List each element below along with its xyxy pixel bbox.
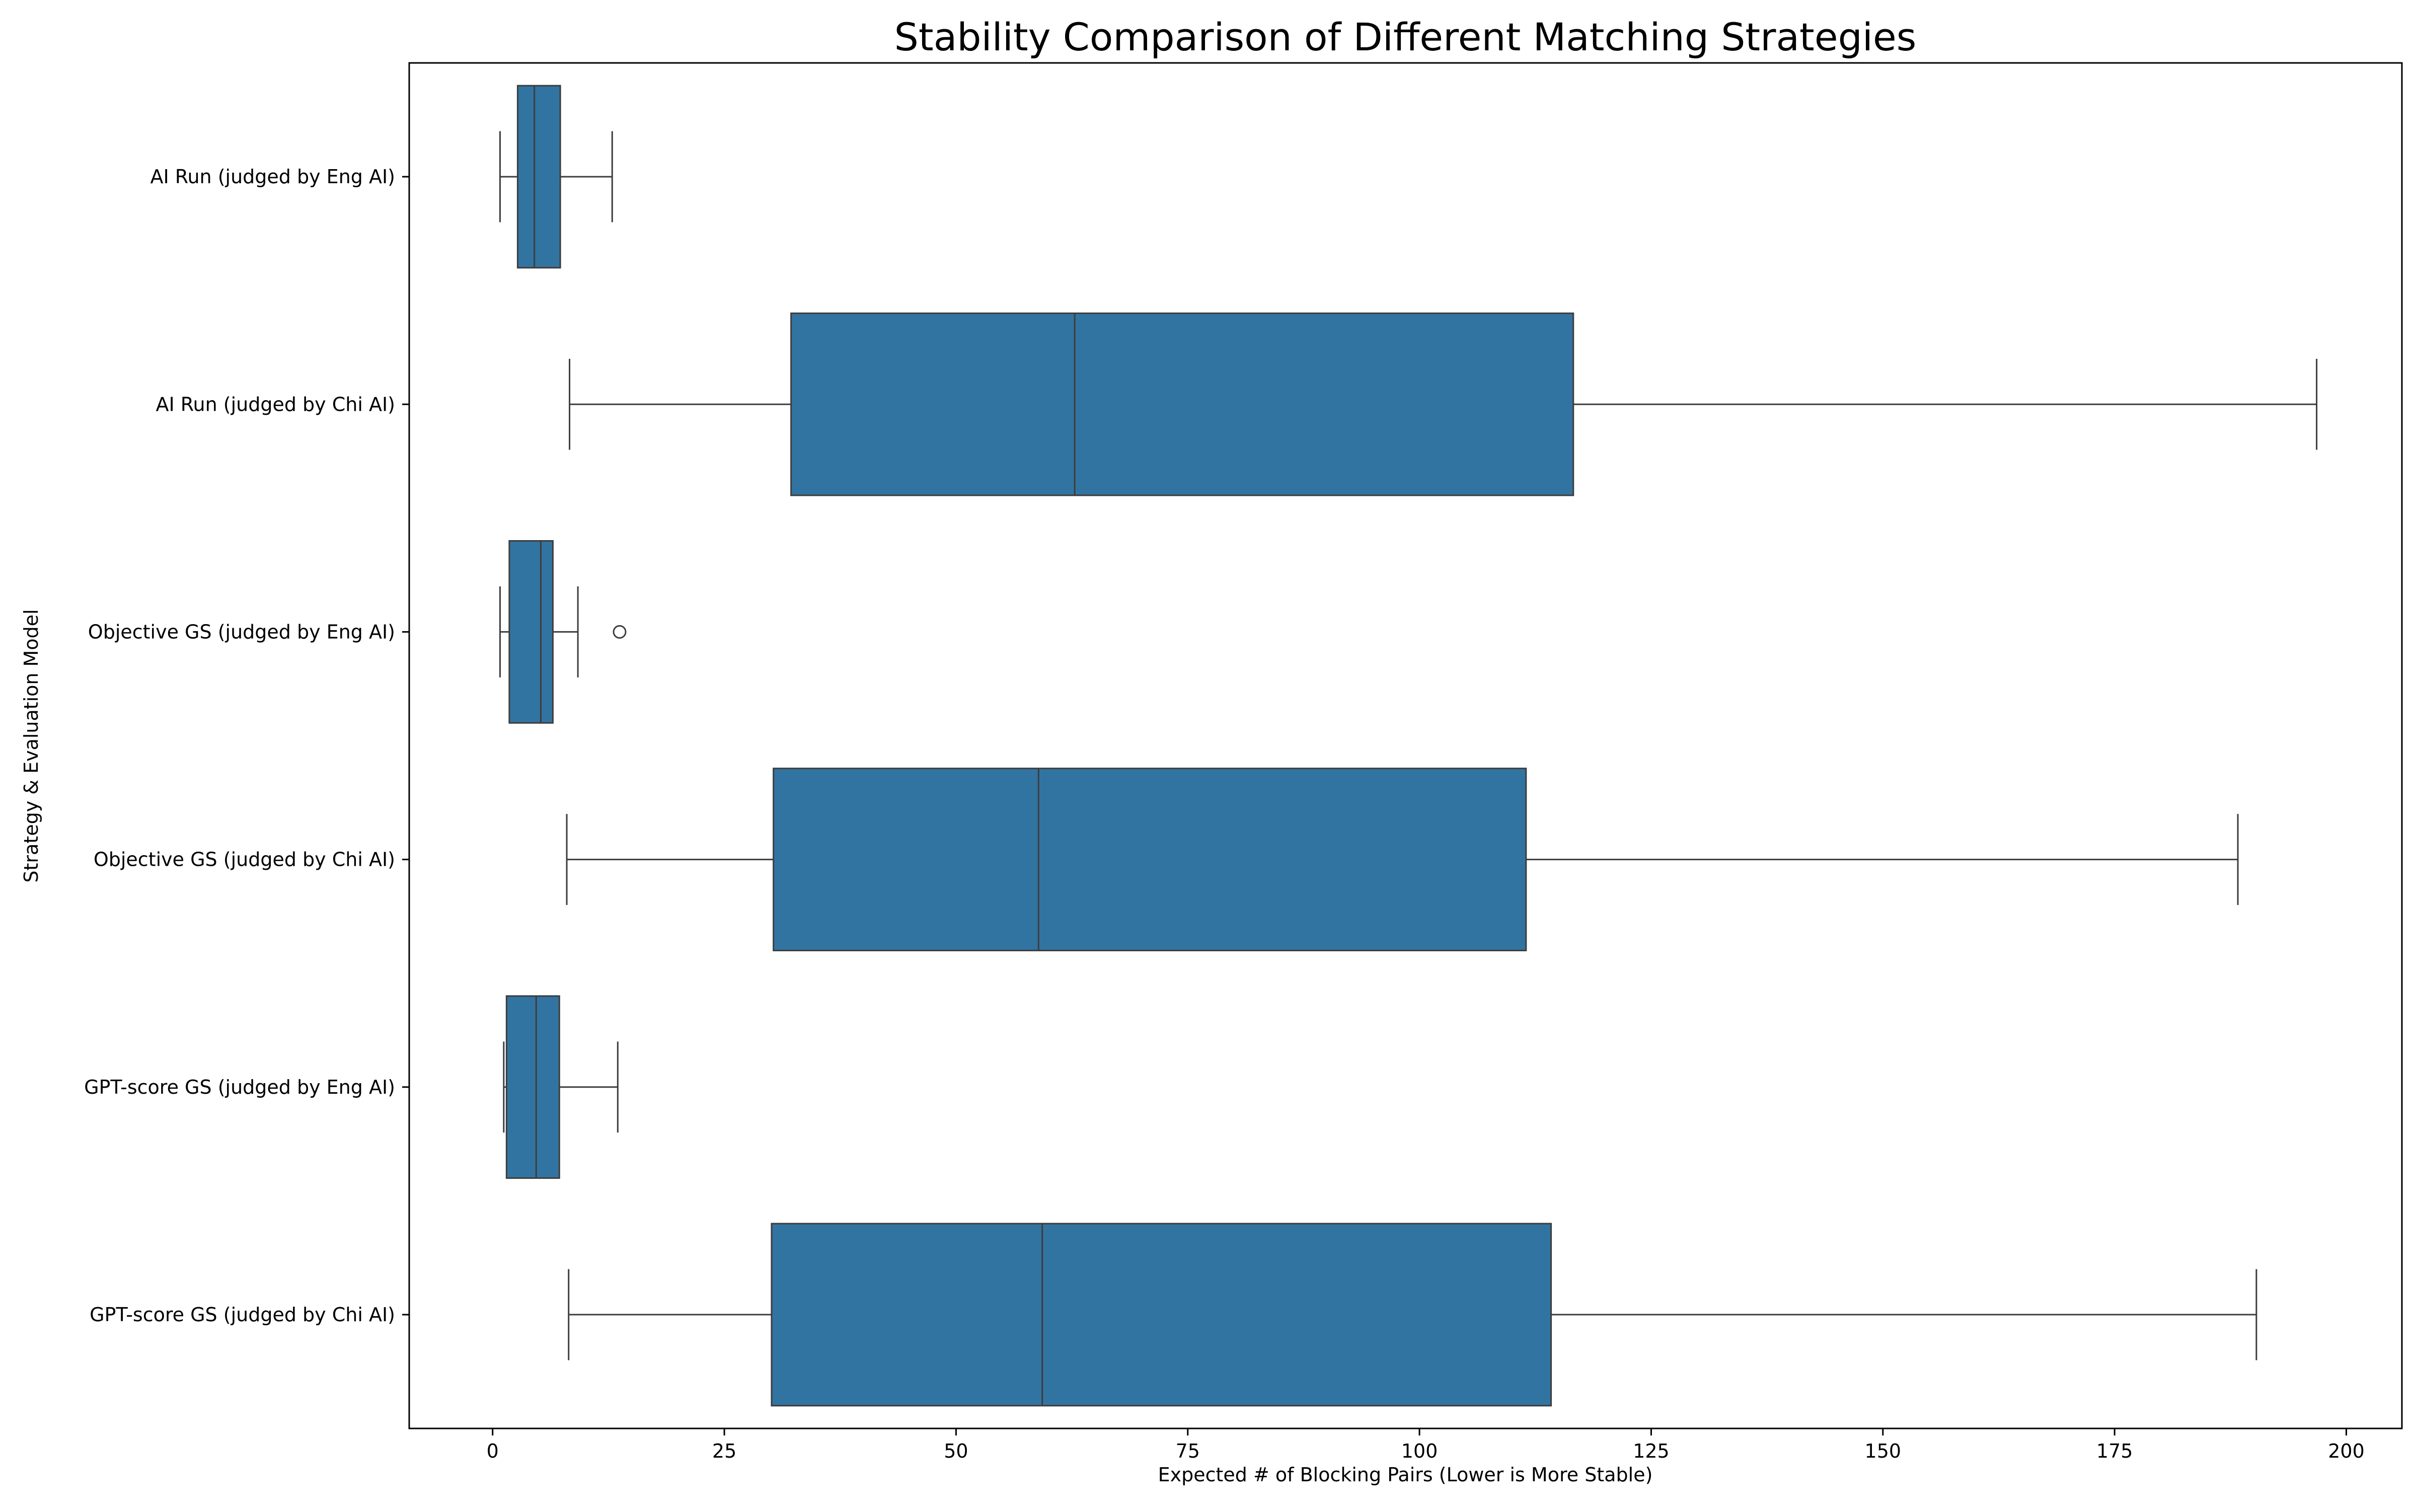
- x-tick-label: 100: [1401, 1440, 1438, 1462]
- outlier-point: [613, 625, 627, 639]
- x-axis-ticks: 0 25 50 75 100 125 150 175 200: [487, 1428, 2365, 1462]
- y-category-label: GPT-score GS (judged by Chi AI): [90, 1304, 395, 1326]
- y-axis-label: Strategy & Evaluation Model: [20, 609, 42, 882]
- plot-area-frame: [408, 62, 2403, 1429]
- box-iqr: [773, 768, 1527, 951]
- box-iqr: [505, 995, 560, 1179]
- box-group: [503, 995, 619, 1179]
- y-category-label: GPT-score GS (judged by Eng AI): [84, 1076, 395, 1098]
- x-tick-label: 50: [944, 1440, 968, 1462]
- x-tick-label: 200: [2328, 1440, 2365, 1462]
- box-iqr: [771, 1223, 1552, 1407]
- box-group: [569, 312, 2318, 496]
- y-category-label: Objective GS (judged by Eng AI): [88, 621, 395, 643]
- x-tick-label: 125: [1633, 1440, 1670, 1462]
- x-tick-label: 0: [487, 1440, 499, 1462]
- x-tick-label: 75: [1176, 1440, 1200, 1462]
- x-tick-label: 150: [1865, 1440, 1902, 1462]
- y-category-label: AI Run (judged by Chi AI): [156, 393, 395, 415]
- box-iqr: [516, 85, 561, 269]
- box-group: [499, 540, 627, 724]
- box-group: [566, 768, 2239, 951]
- box-group: [568, 1223, 2257, 1407]
- y-axis-categories: AI Run (judged by Eng AI) AI Run (judged …: [84, 166, 409, 1326]
- chart-title: Stability Comparison of Different Matchi…: [894, 15, 1917, 59]
- x-tick-label: 25: [712, 1440, 736, 1462]
- y-category-label: AI Run (judged by Eng AI): [150, 166, 395, 188]
- box-iqr: [508, 540, 554, 724]
- plot-marks: [499, 85, 2318, 1407]
- box-group: [499, 85, 613, 269]
- box-iqr: [790, 312, 1574, 496]
- y-category-label: Objective GS (judged by Chi AI): [94, 849, 395, 871]
- x-tick-label: 175: [2096, 1440, 2133, 1462]
- x-axis-label: Expected # of Blocking Pairs (Lower is M…: [1158, 1464, 1653, 1486]
